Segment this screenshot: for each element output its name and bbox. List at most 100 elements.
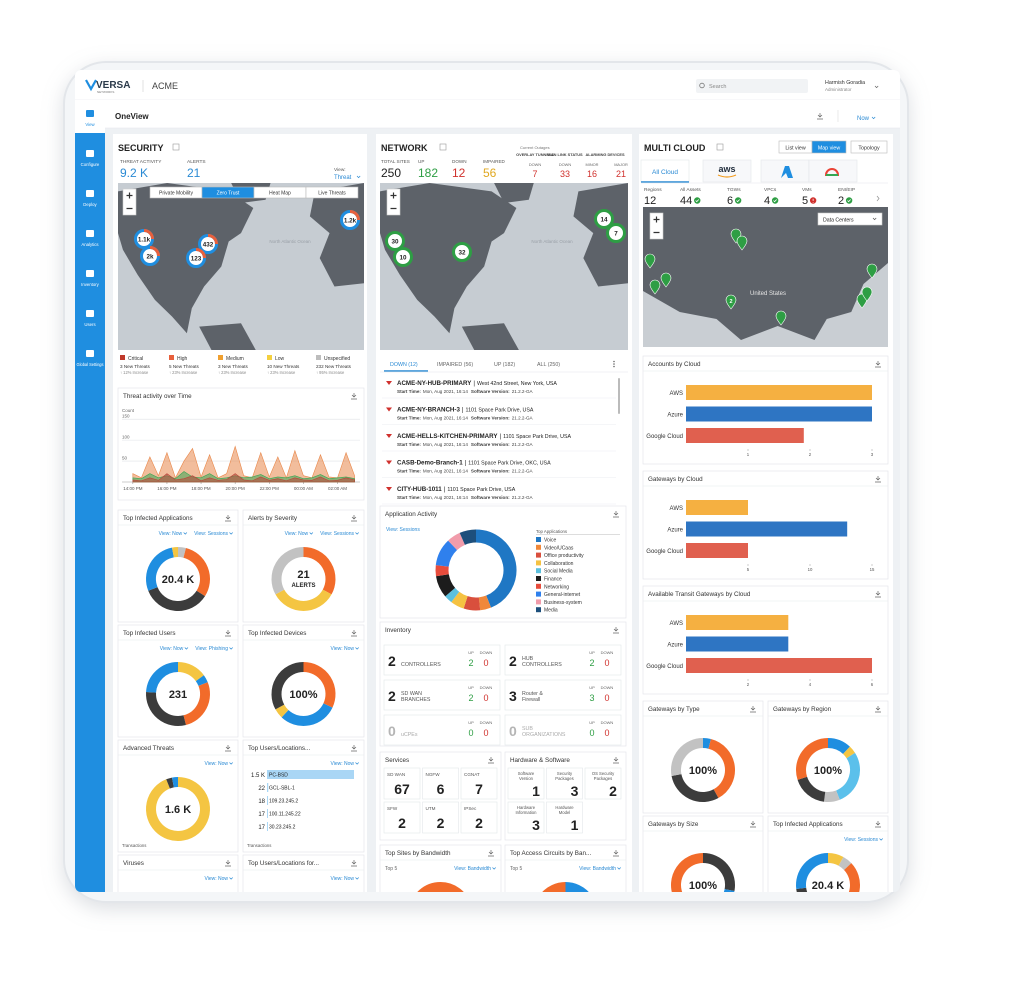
y-tick-label: Google Cloud (646, 549, 683, 555)
stat-label: Regions (644, 187, 662, 193)
cloud-tab-label[interactable]: All Cloud (652, 169, 678, 176)
stat-value: 4 (764, 195, 770, 207)
view-selector[interactable]: View: Sessions (320, 531, 354, 537)
cloud-tab[interactable] (702, 159, 752, 183)
label: DOWN (601, 650, 614, 655)
sidebar-icon[interactable] (86, 350, 94, 357)
list-tab[interactable]: ALL (250) (537, 362, 560, 368)
download-icon (875, 591, 881, 598)
legend-label: General-internet (544, 592, 581, 598)
area (132, 445, 355, 483)
view-tab[interactable] (811, 140, 847, 154)
download-icon (613, 511, 619, 518)
stat-label: IMPAIRED (483, 159, 506, 164)
site-name[interactable]: CITY-HUB-1011 | 1101 Space Park Drive, USA (397, 486, 516, 493)
map-land (118, 183, 254, 334)
time-selector[interactable]: Now (857, 116, 870, 122)
view-selector[interactable]: View: Sessions (386, 527, 420, 533)
map-tab-label[interactable]: Zero Trust (217, 191, 240, 197)
panel (117, 854, 239, 892)
map-filter[interactable] (817, 212, 883, 226)
map-tab-label[interactable]: Live Threats (318, 191, 346, 197)
view-selector[interactable]: View: Sessions (844, 837, 878, 843)
field-value: 21.2.2-GA (512, 442, 534, 447)
label: MAJOR (614, 162, 628, 167)
sidebar-label[interactable]: Configure (81, 162, 100, 167)
legend-label: Collaboration (544, 561, 574, 567)
zoom-control[interactable] (122, 188, 137, 216)
cluster-arc (149, 246, 160, 257)
sidebar-label[interactable]: Deploy (83, 202, 97, 207)
sidebar-label[interactable]: Users (84, 322, 95, 327)
site-address: 1101 Space Park Drive, USA (466, 408, 534, 414)
legend-label: Social Media (544, 569, 573, 575)
map-tab-label[interactable]: Heat Map (269, 191, 291, 197)
sidebar-icon[interactable] (86, 310, 94, 317)
label: UP (589, 685, 595, 690)
view-tab[interactable] (850, 140, 888, 154)
list-tab[interactable]: UP (182) (494, 362, 515, 368)
view-tab-label[interactable]: List view (785, 146, 805, 152)
sidebar-icon[interactable] (86, 110, 94, 117)
inventory-count: 0 (388, 723, 396, 739)
sidebar-icon[interactable] (86, 270, 94, 277)
download-icon (488, 757, 494, 764)
site-name[interactable]: ACME-NY-HUB-PRIMARY | West 42nd Street, Ne… (397, 380, 557, 387)
legend-label: Video/UCaas (544, 545, 574, 551)
stat-label: TOTAL SITES (381, 159, 410, 164)
bar (267, 770, 354, 779)
view-selector[interactable]: Threat (334, 175, 352, 181)
map-tab[interactable] (305, 186, 359, 199)
search-box[interactable] (696, 79, 808, 93)
hardware-label: OS Security (592, 771, 615, 776)
zoom-control[interactable] (386, 188, 401, 216)
up-count: 3 (589, 693, 594, 703)
list-tab[interactable]: IMPAIRED (56) (437, 362, 473, 368)
view-selector[interactable]: View: Now (330, 761, 354, 767)
label: Transactions (122, 843, 146, 848)
sidebar-icon[interactable] (86, 150, 94, 157)
view-selector[interactable]: View: Now (159, 531, 183, 537)
stat-label: UP (418, 159, 424, 164)
view-selector[interactable]: View: Now (285, 531, 309, 537)
service-card (422, 801, 459, 834)
cloud-tab[interactable] (808, 159, 858, 183)
view-tab-label[interactable]: Map view (818, 146, 841, 152)
sidebar-label[interactable]: Inventory (81, 282, 100, 287)
site-name[interactable]: ACME-NY-BRANCH-3 | 1101 Space Park Drive, … (397, 407, 534, 414)
cloud-tab-label[interactable]: aws (718, 164, 735, 174)
service-card (460, 767, 498, 800)
view-selector[interactable]: View: Phishing (195, 646, 228, 652)
sidebar-label[interactable]: Analytics (81, 242, 98, 247)
donut-center: 100% (814, 765, 842, 777)
map-land (380, 183, 517, 334)
map-tab-label[interactable]: Private Mobility (159, 191, 193, 197)
inventory-card (504, 679, 622, 711)
site-name[interactable]: ACME-HELLS-KITCHEN-PRIMARY | 1101 Space Pa… (397, 433, 571, 440)
view-tab-label[interactable]: Topology (858, 146, 880, 152)
view-selector[interactable]: View: Now (160, 646, 184, 652)
view-selector[interactable]: View: Sessions (194, 531, 228, 537)
sidebar-label[interactable]: View (85, 122, 95, 127)
view-selector[interactable]: View: Bandwidth (454, 866, 491, 872)
zoom-control[interactable] (649, 212, 664, 240)
view-selector[interactable]: View: Now (204, 876, 228, 882)
hardware-value: 3 (571, 783, 579, 799)
sidebar-icon[interactable] (86, 190, 94, 197)
legend-label: Media (544, 608, 558, 614)
view-selector[interactable]: View: Now (330, 876, 354, 882)
severity-swatch (267, 355, 272, 360)
sidebar-icon[interactable] (86, 230, 94, 237)
view-selector[interactable]: View: Now (330, 646, 354, 652)
inventory-label: SD WAN (401, 691, 422, 697)
chevron (879, 838, 883, 841)
view-selector[interactable]: View: Bandwidth (579, 866, 616, 872)
view-selector[interactable]: View: Now (204, 761, 228, 767)
list-tab[interactable]: DOWN (12) (390, 362, 418, 368)
download-icon (875, 821, 881, 828)
label: Unspecified (324, 356, 350, 362)
map-filter-label[interactable]: Data Centers (823, 218, 854, 224)
site-name[interactable]: CASB-Demo-Branch-1 | 1101 Space Park Drive… (397, 460, 551, 467)
sidebar-label[interactable]: Global Settings (77, 362, 104, 367)
chevron (309, 532, 314, 535)
